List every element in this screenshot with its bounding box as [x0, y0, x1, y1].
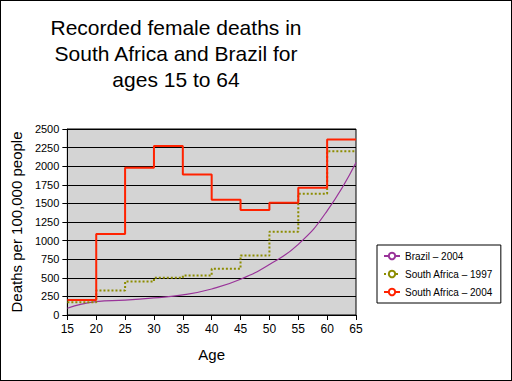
svg-text:40: 40 — [205, 322, 219, 336]
svg-text:Age: Age — [198, 346, 225, 363]
svg-text:55: 55 — [292, 322, 306, 336]
svg-text:45: 45 — [234, 322, 248, 336]
svg-text:Deaths per 100,000 people: Deaths per 100,000 people — [8, 132, 25, 313]
svg-text:1750: 1750 — [35, 179, 59, 191]
svg-text:750: 750 — [41, 253, 59, 265]
svg-text:2500: 2500 — [35, 123, 59, 135]
svg-text:South Africa – 2004: South Africa – 2004 — [405, 287, 493, 298]
svg-text:25: 25 — [118, 322, 132, 336]
svg-text:250: 250 — [41, 290, 59, 302]
svg-text:South Africa and Brazil for: South Africa and Brazil for — [55, 42, 298, 65]
svg-text:15: 15 — [61, 322, 75, 336]
svg-text:1500: 1500 — [35, 197, 59, 209]
svg-text:Brazil – 2004: Brazil – 2004 — [405, 251, 464, 262]
svg-text:Recorded female deaths in: Recorded female deaths in — [51, 16, 302, 39]
svg-text:1000: 1000 — [35, 235, 59, 247]
svg-text:500: 500 — [41, 272, 59, 284]
svg-text:2250: 2250 — [35, 142, 59, 154]
svg-text:50: 50 — [263, 322, 277, 336]
svg-text:2000: 2000 — [35, 160, 59, 172]
svg-text:20: 20 — [90, 322, 104, 336]
svg-text:South Africa – 1997: South Africa – 1997 — [405, 269, 493, 280]
svg-text:35: 35 — [176, 322, 190, 336]
svg-text:1250: 1250 — [35, 216, 59, 228]
svg-text:ages 15 to 64: ages 15 to 64 — [112, 68, 240, 91]
svg-text:65: 65 — [349, 322, 363, 336]
svg-text:60: 60 — [320, 322, 334, 336]
svg-text:30: 30 — [147, 322, 161, 336]
svg-text:0: 0 — [53, 309, 59, 321]
